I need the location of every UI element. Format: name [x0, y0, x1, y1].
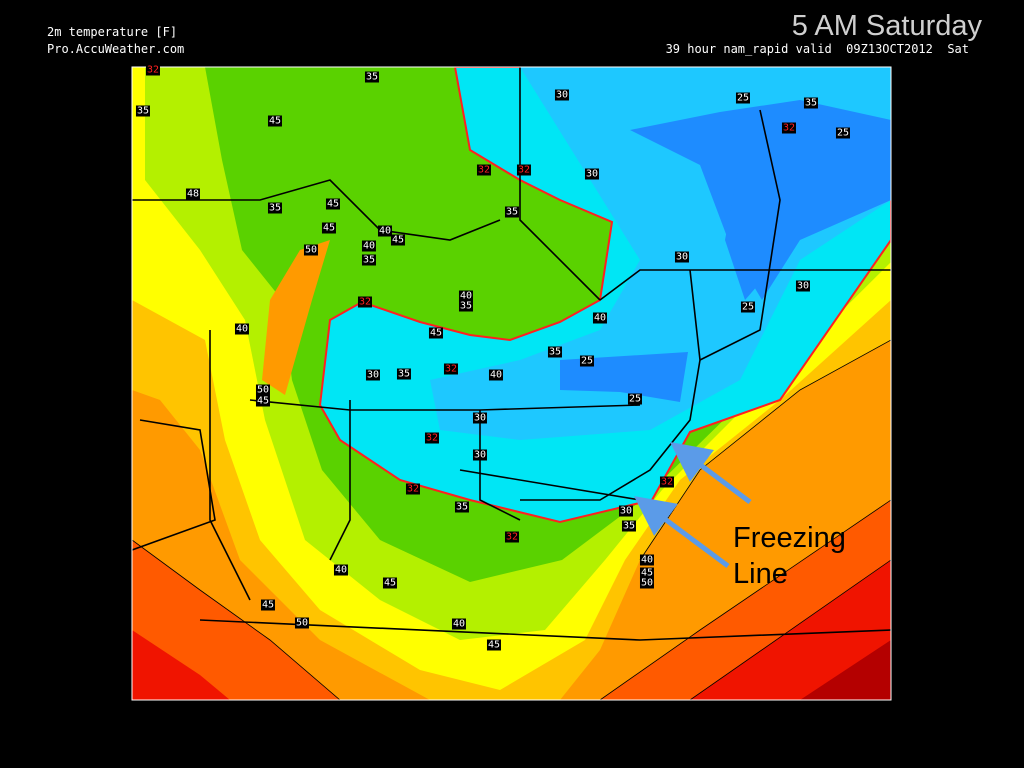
contour-label: 48: [185, 188, 201, 200]
contour-label: 45: [382, 577, 398, 589]
contour-label: 40: [458, 290, 474, 302]
band-orange-red-sw: [132, 540, 340, 700]
contour-label: 32: [405, 483, 421, 495]
contour-label: 50: [639, 577, 655, 589]
contour-label: 30: [618, 505, 634, 517]
arrow-2: [633, 496, 730, 569]
contour-label: 40: [488, 369, 504, 381]
contour-label: 50: [294, 617, 310, 629]
contour-label: 40: [451, 618, 467, 630]
contour-label: 35: [267, 202, 283, 214]
contour-label: 45: [260, 599, 276, 611]
contour-label: 25: [735, 92, 751, 104]
source-label: Pro.AccuWeather.com: [47, 42, 185, 56]
contour-label: 25: [835, 127, 851, 139]
contour-label: 30: [365, 369, 381, 381]
contour-label: 45: [325, 198, 341, 210]
contour-label: 45: [321, 222, 337, 234]
arrow-1: [670, 442, 752, 504]
contour-label: 25: [627, 393, 643, 405]
contour-label: 30: [795, 280, 811, 292]
region-blue-east: [725, 150, 790, 300]
contour-label: 35: [547, 346, 563, 358]
contour-label: 40: [377, 225, 393, 237]
contour-label: 50: [255, 384, 271, 396]
contour-label: 40: [333, 564, 349, 576]
state-borders: [132, 67, 891, 641]
contour-label: 45: [428, 327, 444, 339]
contour-label: 40: [639, 554, 655, 566]
contour-label: 32: [516, 164, 532, 176]
contour-label: 45: [486, 639, 502, 651]
contour-label: 32: [424, 432, 440, 444]
contour-label: 32: [357, 296, 373, 308]
contour-label: 40: [234, 323, 250, 335]
contour-label: 30: [554, 89, 570, 101]
contour-label: 40: [592, 312, 608, 324]
contour-label: 35: [803, 97, 819, 109]
contour-label: 25: [740, 301, 756, 313]
contour-label: 30: [674, 251, 690, 263]
contour-label: 32: [443, 363, 459, 375]
annotation-line2: Line: [733, 558, 788, 590]
contour-label: 32: [659, 476, 675, 488]
contour-label: 32: [504, 531, 520, 543]
contour-label: 35: [621, 520, 637, 532]
contour-label: 25: [579, 355, 595, 367]
contour-label: 50: [303, 244, 319, 256]
annotation-line1: Freezing: [733, 522, 846, 554]
contour-label: 30: [584, 168, 600, 180]
contour-label: 45: [255, 395, 271, 407]
freezing-line-annotation: Freezing Line: [733, 520, 846, 592]
lake-michigan-warm: [262, 240, 330, 395]
contour-label: 35: [454, 501, 470, 513]
variable-label: 2m temperature [F]: [47, 25, 178, 39]
contour-label: 30: [472, 412, 488, 424]
contour-label: 32: [145, 64, 161, 76]
contour-label: 45: [267, 115, 283, 127]
band-red-sw: [132, 630, 230, 700]
contour-label: 35: [364, 71, 380, 83]
contour-label: 32: [476, 164, 492, 176]
contour-label: 35: [504, 206, 520, 218]
contour-label: 32: [781, 122, 797, 134]
contour-label: 35: [396, 368, 412, 380]
contour-label: 35: [135, 105, 151, 117]
valid-time-label: 39 hour nam_rapid valid 09Z13OCT2012 Sat: [665, 42, 969, 56]
isotherm-lines: [132, 339, 891, 700]
contour-label: 45: [639, 567, 655, 579]
contour-label: 35: [458, 300, 474, 312]
contour-label: 40: [361, 240, 377, 252]
map-title: 5 AM Saturday: [791, 10, 982, 42]
contour-label: 45: [390, 234, 406, 246]
contour-label: 30: [472, 449, 488, 461]
contour-label: 35: [361, 254, 377, 266]
band-darkred-se: [800, 640, 891, 700]
